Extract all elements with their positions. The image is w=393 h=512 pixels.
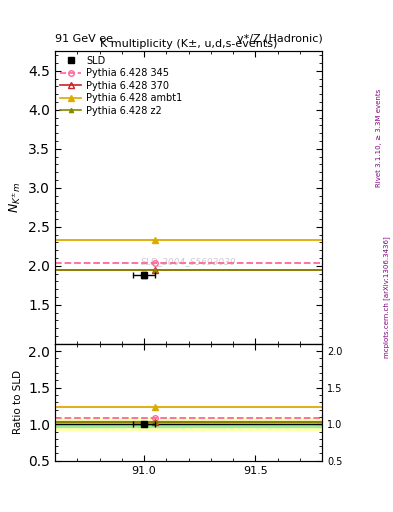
Text: Rivet 3.1.10, ≥ 3.3M events: Rivet 3.1.10, ≥ 3.3M events [376,89,382,187]
Text: 91 GeV ee: 91 GeV ee [55,33,113,44]
Title: K multiplicity (K±, u,d,s-events): K multiplicity (K±, u,d,s-events) [100,39,277,49]
Y-axis label: Ratio to SLD: Ratio to SLD [13,370,23,434]
Text: SLD_2004_S5693039: SLD_2004_S5693039 [141,258,237,266]
Legend: SLD, Pythia 6.428 345, Pythia 6.428 370, Pythia 6.428 ambt1, Pythia 6.428 z2: SLD, Pythia 6.428 345, Pythia 6.428 370,… [58,54,184,118]
Bar [55,418,322,430]
Text: mcplots.cern.ch [arXiv:1306.3436]: mcplots.cern.ch [arXiv:1306.3436] [384,236,391,358]
Text: γ*/Z (Hadronic): γ*/Z (Hadronic) [237,33,322,44]
Y-axis label: $N_{K^{\pm}m}$: $N_{K^{\pm}m}$ [7,182,23,213]
Bar [55,421,322,427]
